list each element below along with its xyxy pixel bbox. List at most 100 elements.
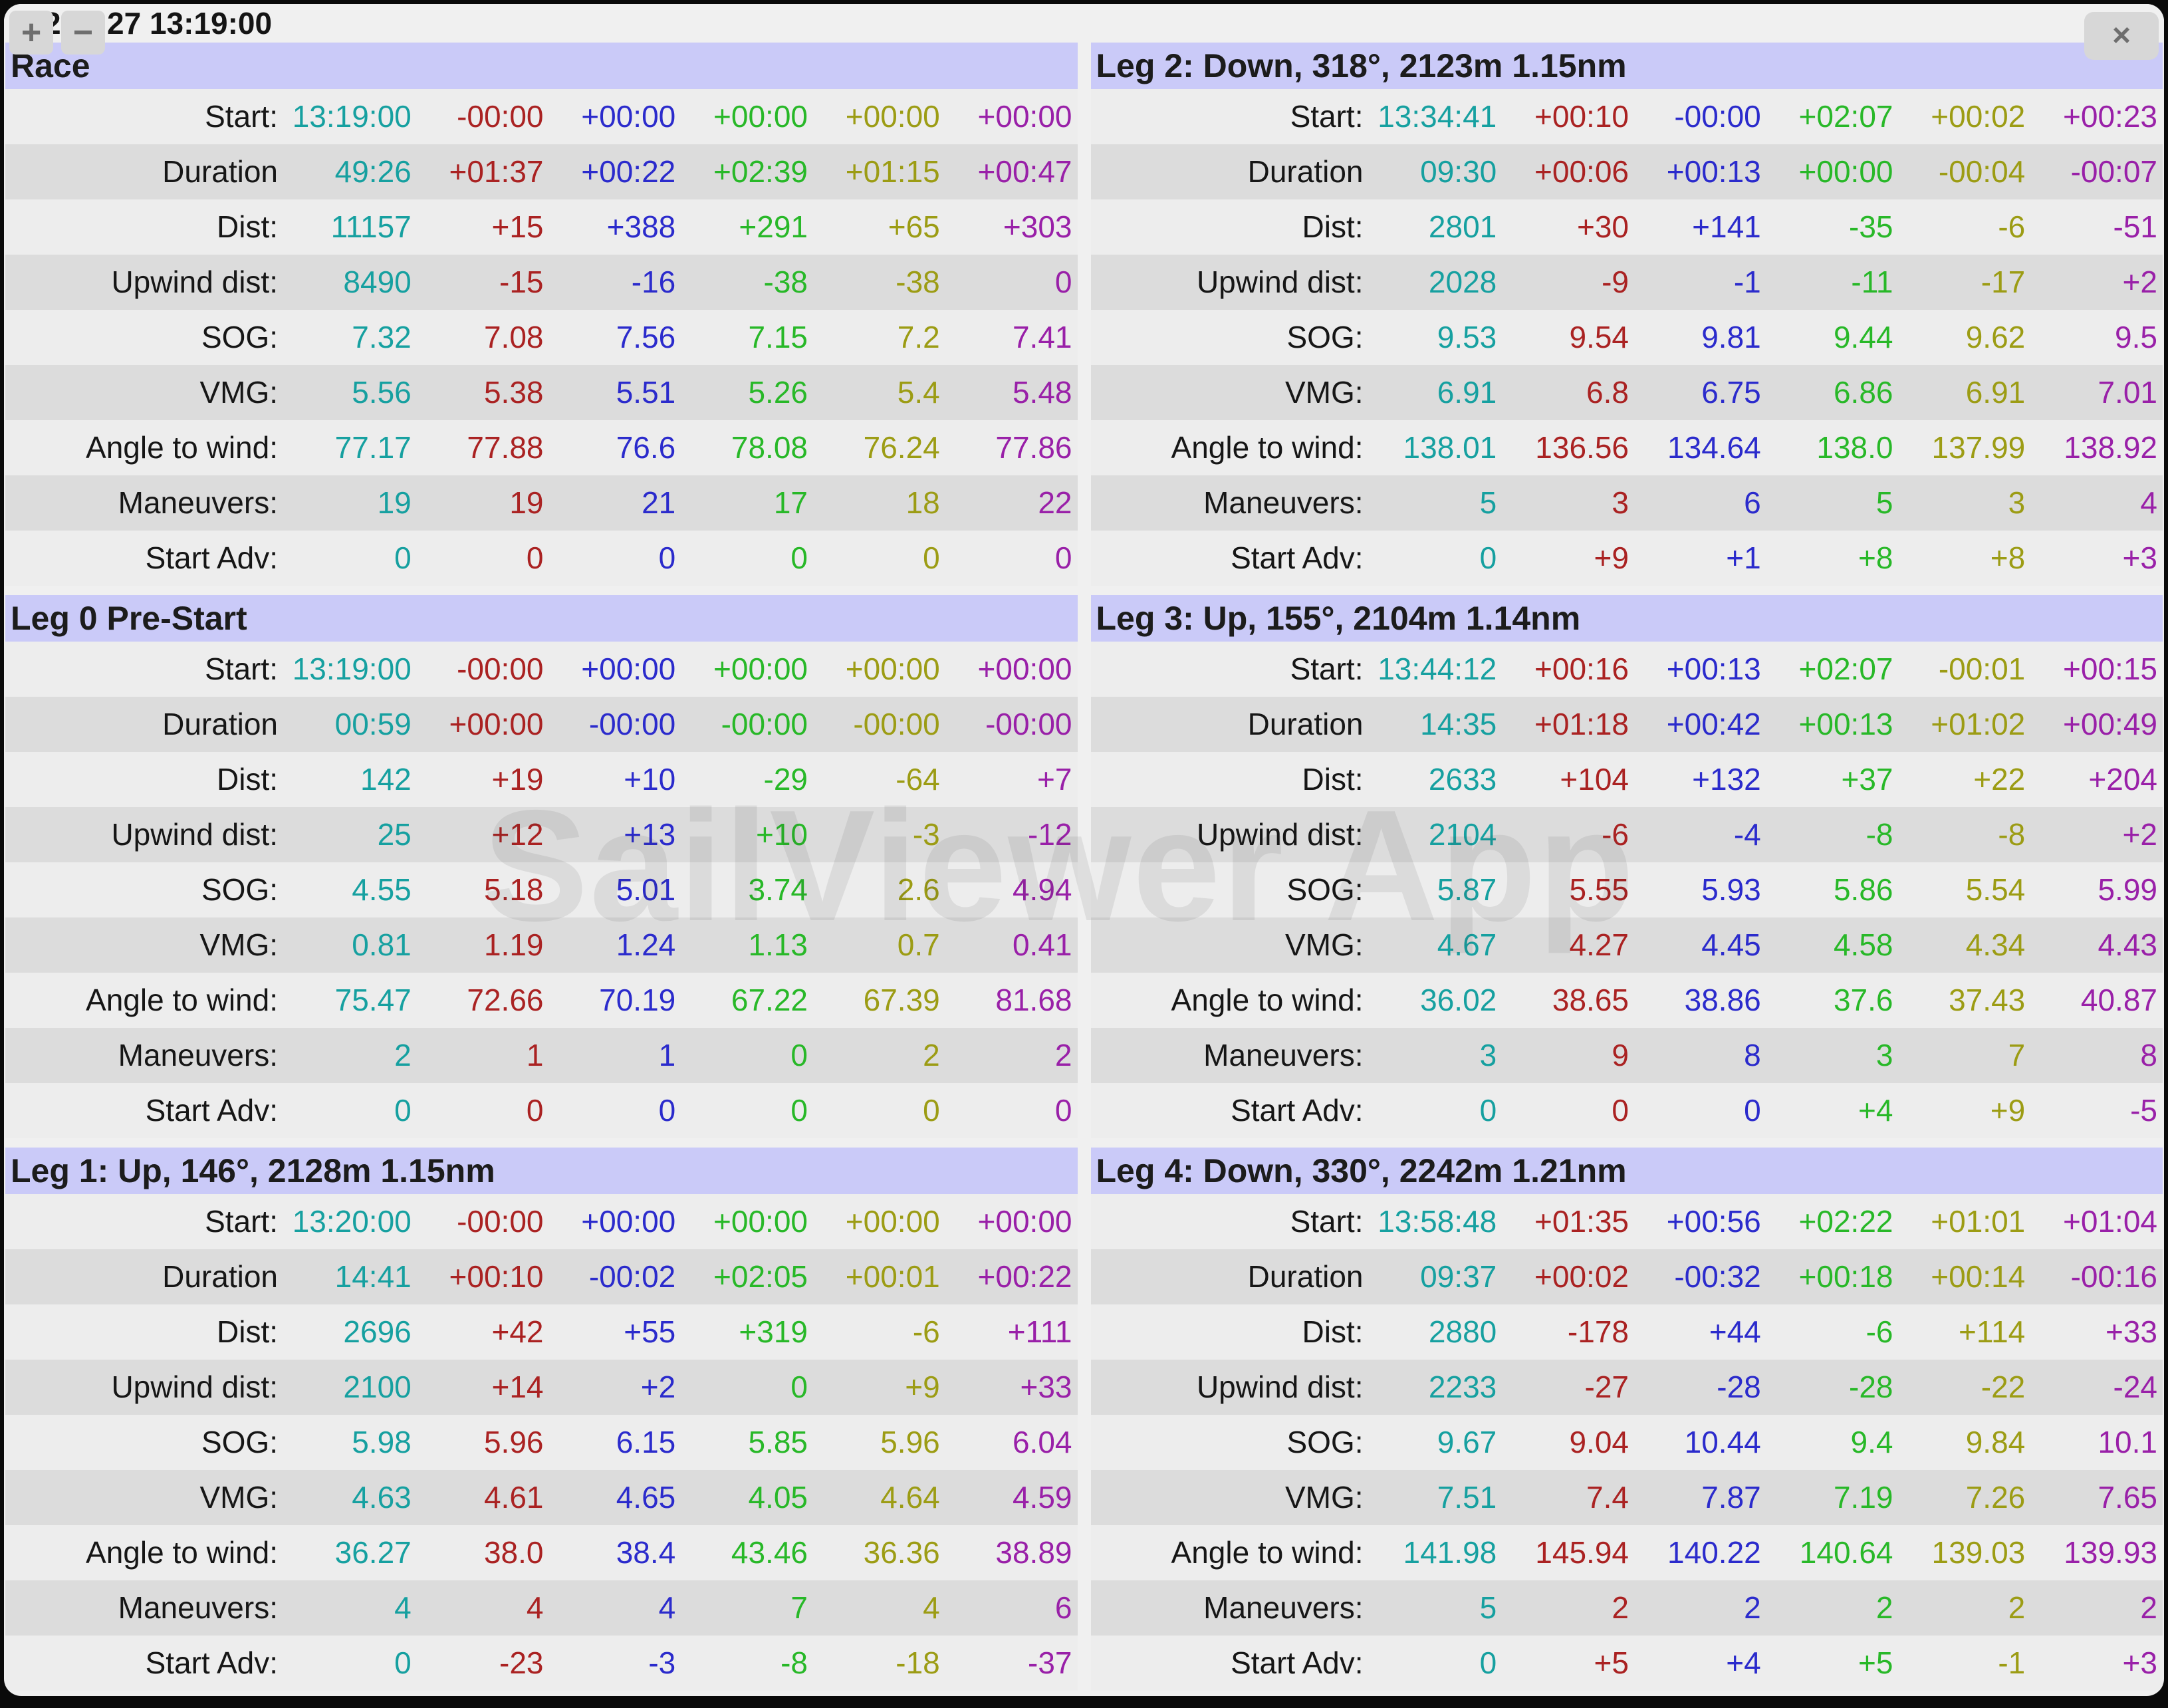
- stat-value: 11157: [330, 209, 412, 244]
- stat-row: Angle to wind: 36.27 38.0 38.4 43.46 36.36 38.…: [5, 1525, 1078, 1580]
- stat-value: 36.02: [1420, 983, 1497, 1017]
- stat-value: 2100: [343, 1370, 412, 1404]
- stat-value: -8: [1866, 817, 1893, 852]
- stat-value: 13:20:00: [292, 1204, 412, 1239]
- stat-value: 38.89: [995, 1535, 1072, 1570]
- stat-value: 5.4: [897, 375, 940, 410]
- stat-row: Upwind dist: 8490 -15 -16 -38 -38 0: [5, 255, 1078, 310]
- stat-value: +01:35: [1534, 1204, 1629, 1239]
- stat-row: Dist: 11157 +15 +388 +291 +65 +303: [5, 199, 1078, 255]
- stat-value: +00:56: [1666, 1204, 1761, 1239]
- stat-value: +00:00: [845, 99, 940, 134]
- stat-value: +00:00: [977, 652, 1072, 686]
- stat-value: +8: [1990, 541, 2026, 575]
- stat-row: VMG: 0.81 1.19 1.24 1.13 0.7 0.41: [5, 917, 1078, 973]
- stat-value: 0: [394, 1646, 412, 1680]
- row-label: Dist:: [1302, 762, 1364, 796]
- stat-value: 138.0: [1816, 430, 1893, 465]
- zoom-out-button[interactable]: −: [61, 11, 105, 55]
- panel-rows: Start: 13:19:00 -00:00 +00:00 +00:00 +00:00 +0…: [5, 642, 1078, 1138]
- stat-value: 13:19:00: [292, 652, 412, 686]
- stat-value: +33: [1020, 1370, 1072, 1404]
- stat-value: +00:00: [713, 652, 808, 686]
- stat-value: 4.34: [1965, 927, 2026, 962]
- stat-value: 09:37: [1420, 1259, 1497, 1294]
- row-label: Angle to wind:: [86, 430, 278, 465]
- stat-value: +02:07: [1798, 652, 1893, 686]
- leg-panel: Leg 0 Pre-Start Start: 13:19:00 -00:00 +00:…: [5, 595, 1078, 1138]
- stat-row: Maneuvers: 19 19 21 17 18 22: [5, 475, 1078, 531]
- stat-value: 67.22: [731, 983, 808, 1017]
- stat-value: +01:01: [1931, 1204, 2026, 1239]
- stat-value: 76.6: [616, 430, 676, 465]
- stat-value: 6.75: [1701, 375, 1761, 410]
- stat-value: 38.4: [616, 1535, 676, 1570]
- stat-row: Angle to wind: 75.47 72.66 70.19 67.22 67.39 8…: [5, 973, 1078, 1028]
- stat-value: 0: [526, 541, 544, 575]
- stat-value: 6.04: [1012, 1425, 1072, 1459]
- row-label: SOG:: [1286, 872, 1364, 907]
- stat-value: +00:15: [2063, 652, 2157, 686]
- stat-row: Maneuvers: 4 4 4 7 4 6: [5, 1580, 1078, 1636]
- stat-value: 3.74: [748, 872, 808, 907]
- row-label: Start:: [1290, 1204, 1364, 1239]
- stat-value: +00:18: [1798, 1259, 1893, 1294]
- panel-rows: Start: 13:20:00 -00:00 +00:00 +00:00 +00:00 +0…: [5, 1194, 1078, 1691]
- stat-value: 3: [2008, 485, 2026, 520]
- stat-value: 4.94: [1012, 872, 1072, 907]
- zoom-in-button[interactable]: +: [9, 11, 53, 55]
- stat-value: -00:02: [588, 1259, 676, 1294]
- stat-value: -8: [1998, 817, 2026, 852]
- row-label: Start:: [205, 99, 278, 134]
- stat-value: 2: [2140, 1590, 2157, 1625]
- stat-value: 5.18: [483, 872, 544, 907]
- stat-value: 8: [1744, 1038, 1761, 1072]
- stat-row: VMG: 4.67 4.27 4.45 4.58 4.34 4.43: [1090, 917, 2163, 973]
- stat-value: 36.36: [863, 1535, 940, 1570]
- stat-value: 2: [1744, 1590, 1761, 1625]
- stat-value: 5: [1479, 485, 1497, 520]
- stat-value: -00:00: [457, 1204, 544, 1239]
- stat-value: 0: [790, 1370, 808, 1404]
- stat-value: +7: [1037, 762, 1072, 796]
- stat-value: +00:00: [845, 652, 940, 686]
- stat-row: Start Adv: 0 +9 +1 +8 +8 +3: [1090, 531, 2163, 586]
- stat-value: +3: [2122, 1646, 2157, 1680]
- stat-value: 2: [923, 1038, 940, 1072]
- row-label: Maneuvers:: [118, 485, 278, 520]
- stat-value: 6.91: [1437, 375, 1497, 410]
- stat-value: 0: [1054, 541, 1072, 575]
- stat-value: 4.27: [1569, 927, 1629, 962]
- stat-value: 136.56: [1535, 430, 1629, 465]
- stat-value: +01:15: [845, 154, 940, 189]
- stat-value: 7.32: [352, 320, 412, 354]
- stat-value: 138.92: [2064, 430, 2157, 465]
- stat-value: 9.04: [1569, 1425, 1629, 1459]
- stat-value: 2: [1875, 1590, 1893, 1625]
- stat-value: 37.6: [1833, 983, 1893, 1017]
- stat-row: Maneuvers: 5 2 2 2 2 2: [1090, 1580, 2163, 1636]
- stat-value: +00:47: [977, 154, 1072, 189]
- stat-value: 13:19:00: [292, 99, 412, 134]
- row-label: VMG:: [199, 375, 278, 410]
- row-label: Upwind dist:: [1196, 265, 1364, 299]
- stat-value: +204: [2088, 762, 2157, 796]
- stat-value: 5.26: [748, 375, 808, 410]
- panel-rows: Start: 13:19:00 -00:00 +00:00 +00:00 +00:00 +0…: [5, 89, 1078, 586]
- stat-value: 0: [1612, 1093, 1629, 1128]
- stat-row: SOG: 5.98 5.96 6.15 5.85 5.96 6.04: [5, 1415, 1078, 1470]
- stat-value: 1.13: [748, 927, 808, 962]
- stat-value: +00:49: [2063, 707, 2157, 741]
- stat-value: 139.93: [2064, 1535, 2157, 1570]
- stat-value: +44: [1709, 1314, 1761, 1349]
- stat-value: -28: [1849, 1370, 1893, 1404]
- stat-value: 78.08: [731, 430, 808, 465]
- row-label: Duration: [1247, 1259, 1364, 1294]
- close-button[interactable]: ×: [2084, 12, 2159, 60]
- stat-value: +114: [1959, 1314, 2026, 1349]
- row-label: Start Adv:: [145, 1646, 278, 1680]
- stat-value: 4.45: [1701, 927, 1761, 962]
- stat-value: 1: [658, 1038, 676, 1072]
- stat-value: 3: [1612, 485, 1629, 520]
- stat-value: +00:02: [1534, 1259, 1629, 1294]
